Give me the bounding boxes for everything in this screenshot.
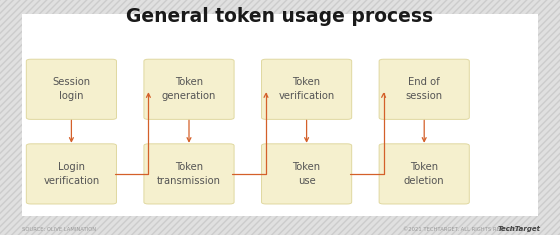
Text: Login
verification: Login verification bbox=[43, 162, 100, 186]
Text: Token
generation: Token generation bbox=[162, 77, 216, 101]
FancyBboxPatch shape bbox=[26, 144, 116, 204]
FancyBboxPatch shape bbox=[22, 14, 538, 216]
Text: Token
deletion: Token deletion bbox=[404, 162, 445, 186]
FancyBboxPatch shape bbox=[144, 144, 234, 204]
FancyBboxPatch shape bbox=[262, 59, 352, 119]
Text: ©2021 TECHTARGET. ALL RIGHTS RESERVED.: ©2021 TECHTARGET. ALL RIGHTS RESERVED. bbox=[403, 227, 522, 232]
Text: Token
transmission: Token transmission bbox=[157, 162, 221, 186]
Text: Token
verification: Token verification bbox=[278, 77, 335, 101]
Text: General token usage process: General token usage process bbox=[127, 7, 433, 26]
Text: TechTarget: TechTarget bbox=[497, 226, 540, 232]
Text: End of
session: End of session bbox=[405, 77, 443, 101]
FancyBboxPatch shape bbox=[379, 144, 469, 204]
Text: SOURCE: OLIVE LAMINATION: SOURCE: OLIVE LAMINATION bbox=[22, 227, 96, 232]
FancyBboxPatch shape bbox=[379, 59, 469, 119]
FancyBboxPatch shape bbox=[262, 144, 352, 204]
FancyBboxPatch shape bbox=[26, 59, 116, 119]
Text: Session
login: Session login bbox=[52, 77, 91, 101]
FancyBboxPatch shape bbox=[144, 59, 234, 119]
Text: Token
use: Token use bbox=[292, 162, 321, 186]
